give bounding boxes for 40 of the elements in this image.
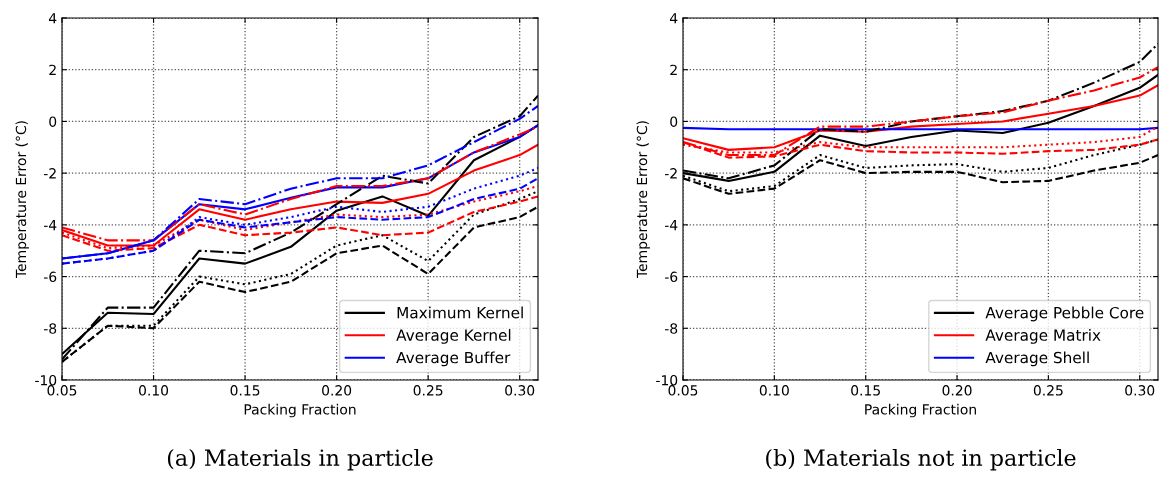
y-tick-label: -6	[664, 271, 678, 283]
x-tick-label: 0.10	[759, 385, 789, 396]
x-tick-label: 0.25	[413, 385, 443, 396]
legend-label: Maximum Kernel	[397, 306, 523, 319]
x-axis-title: Packing Fraction	[865, 403, 976, 418]
legend-label: Average Pebble Core	[985, 306, 1144, 322]
y-tick-label: -8	[43, 323, 57, 334]
y-tick-label: 0	[670, 116, 678, 127]
y-axis-title: Temperature Error (°C)	[636, 121, 650, 279]
x-tick-label: 0.30	[505, 385, 535, 396]
y-tick-label: -10	[35, 374, 57, 386]
y-tick-label: -8	[664, 323, 678, 334]
x-tick-label: 0.15	[230, 385, 260, 396]
y-tick-label: -6	[43, 271, 57, 283]
y-tick-label: 4	[669, 13, 678, 24]
x-tick-label: 0.20	[942, 385, 972, 396]
y-tick-label: -4	[43, 220, 57, 231]
y-tick-label: 4	[48, 13, 57, 24]
x-tick-label: 0.30	[1125, 385, 1155, 396]
y-tick-label: 2	[670, 64, 677, 75]
x-tick-label: 0.05	[47, 385, 77, 396]
x-tick-label: 0.25	[1033, 385, 1063, 396]
x-tick-label: 0.10	[138, 385, 169, 396]
x-tick-label: 0.05	[668, 385, 698, 396]
text: (b) Materials not in particle	[766, 448, 1076, 471]
text: (a) Materials in particle	[167, 448, 433, 471]
x-tick-label: 0.20	[322, 385, 352, 396]
y-tick-label: -2	[664, 168, 677, 179]
y-tick-label: 0	[49, 116, 57, 127]
y-tick-label: -4	[664, 220, 678, 231]
y-tick-label: -10	[656, 374, 678, 386]
legend-label: Average Matrix	[985, 329, 1101, 344]
y-tick-label: -2	[43, 168, 56, 179]
legend-label: Average Buffer	[396, 351, 511, 367]
x-tick-label: 0.15	[851, 385, 880, 396]
legend-label: Average Shell	[985, 351, 1089, 367]
y-tick-label: 2	[49, 64, 56, 75]
x-axis-title: Packing Fraction	[244, 403, 356, 418]
y-axis-title: Temperature Error (°C)	[15, 121, 29, 279]
legend-label: Average Kernel	[396, 329, 511, 344]
